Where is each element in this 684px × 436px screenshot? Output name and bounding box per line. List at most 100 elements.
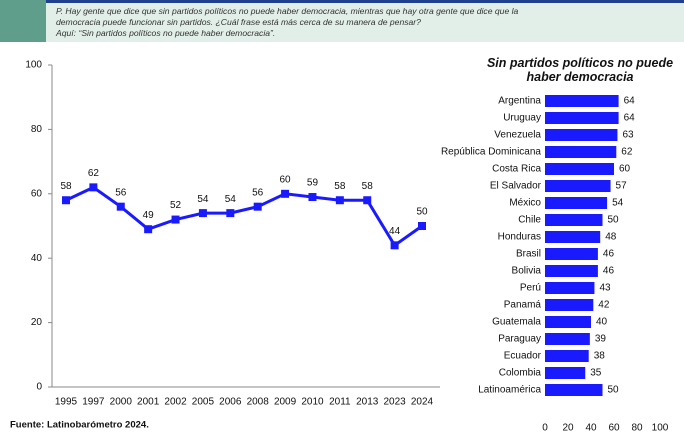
x-tick-label: 2011: [329, 397, 351, 408]
x-tick-label: 2002: [164, 397, 187, 408]
category-label: Guatemala: [492, 317, 541, 328]
bar: [545, 265, 598, 277]
source: Fuente: Latinobarómetro 2024.: [10, 420, 149, 431]
header-line: Aquí: “Sin partidos políticos no puede h…: [56, 28, 276, 38]
bar: [545, 248, 598, 260]
category-label: Latinoamérica: [478, 385, 541, 396]
value-label: 56: [115, 187, 127, 198]
marker: [363, 196, 372, 205]
value-label: 40: [596, 317, 608, 328]
bar: [545, 299, 594, 311]
value-label: 59: [307, 178, 319, 189]
y-tick-label: 40: [31, 253, 43, 264]
value-label: 49: [143, 210, 155, 221]
value-label: 54: [225, 194, 237, 205]
bar: [545, 95, 619, 107]
bar-chart-title: Sin partidos políticos no puede haber de…: [486, 56, 674, 84]
value-label: 42: [598, 300, 610, 311]
bar: [545, 129, 618, 141]
x-tick-label: 2009: [274, 397, 297, 408]
x-tick-label: 2005: [192, 397, 215, 408]
x-tick-label: 40: [585, 423, 597, 434]
category-label: Honduras: [498, 232, 541, 243]
bar: [545, 282, 595, 294]
value-label: 50: [608, 385, 620, 396]
value-label: 56: [252, 187, 264, 198]
marker: [390, 241, 399, 250]
header-line: democracia puede funcionar sin partidos.…: [56, 17, 421, 27]
value-label: 50: [416, 207, 428, 218]
category-label: Paraguay: [498, 334, 541, 345]
x-tick-label: 0: [542, 423, 548, 434]
value-label: 48: [605, 232, 617, 243]
bar: [545, 333, 590, 345]
category-label: República Dominicana: [441, 147, 541, 158]
bar: [545, 367, 586, 379]
value-label: 63: [622, 130, 634, 141]
value-label: 52: [170, 200, 182, 211]
value-label: 62: [88, 168, 100, 179]
header: P. Hay gente que dice que sin partidos p…: [46, 3, 684, 42]
header-line: P. Hay gente que dice que sin partidos p…: [56, 6, 519, 16]
x-tick-label: 1997: [82, 397, 105, 408]
x-tick-label: 2000: [110, 397, 133, 408]
value-label: 46: [603, 249, 615, 260]
marker: [89, 183, 98, 192]
category-label: Panamá: [504, 300, 542, 311]
y-tick-label: 0: [36, 382, 42, 393]
y-tick-label: 60: [31, 188, 43, 199]
bar: [545, 316, 591, 328]
value-label: 46: [603, 266, 615, 277]
header-box: [0, 0, 46, 42]
category-label: Perú: [520, 283, 541, 294]
value-label: 64: [624, 113, 636, 124]
bar: [545, 384, 603, 396]
y-tick-label: 80: [31, 124, 43, 135]
category-label: Brasil: [516, 249, 541, 260]
value-label: 54: [197, 194, 209, 205]
value-label: 57: [616, 181, 628, 192]
x-tick-label: 2023: [383, 397, 406, 408]
line: [65, 185, 423, 248]
value-label: 58: [60, 181, 72, 192]
x-tick-label: 80: [631, 423, 643, 434]
value-label: 60: [619, 164, 631, 175]
marker: [198, 209, 207, 218]
marker: [253, 202, 262, 211]
bar: [545, 231, 601, 243]
value-label: 62: [621, 147, 633, 158]
marker: [308, 193, 317, 202]
category-label: Costa Rica: [492, 164, 541, 175]
bar: [545, 112, 619, 124]
value-label: 60: [280, 174, 292, 185]
x-tick-label: 2006: [219, 397, 242, 408]
value-label: 35: [590, 368, 602, 379]
value-label: 58: [334, 181, 346, 192]
y-tick-label: 20: [31, 317, 43, 328]
x-tick-label: 2024: [411, 397, 434, 408]
value-label: 43: [599, 283, 611, 294]
marker: [144, 225, 153, 234]
marker: [171, 215, 180, 224]
x-tick-label: 1995: [55, 397, 78, 408]
marker: [116, 202, 125, 211]
category-label: Ecuador: [504, 351, 542, 362]
bar: [545, 146, 617, 158]
category-label: Chile: [518, 215, 541, 226]
marker: [335, 196, 344, 205]
bar: [545, 163, 614, 175]
value-label: 39: [595, 334, 607, 345]
x-tick-label: 2013: [356, 397, 379, 408]
x-tick-label: 2010: [301, 397, 324, 408]
header-strip: [46, 0, 684, 3]
value-label: 38: [594, 351, 606, 362]
category-label: El Salvador: [490, 181, 542, 192]
marker: [418, 222, 426, 230]
x-tick-label: 60: [608, 423, 620, 434]
marker: [62, 196, 70, 205]
x-tick-label: 2001: [137, 397, 160, 408]
x-tick-label: 2008: [247, 397, 270, 408]
y-tick-label: 100: [25, 60, 42, 71]
